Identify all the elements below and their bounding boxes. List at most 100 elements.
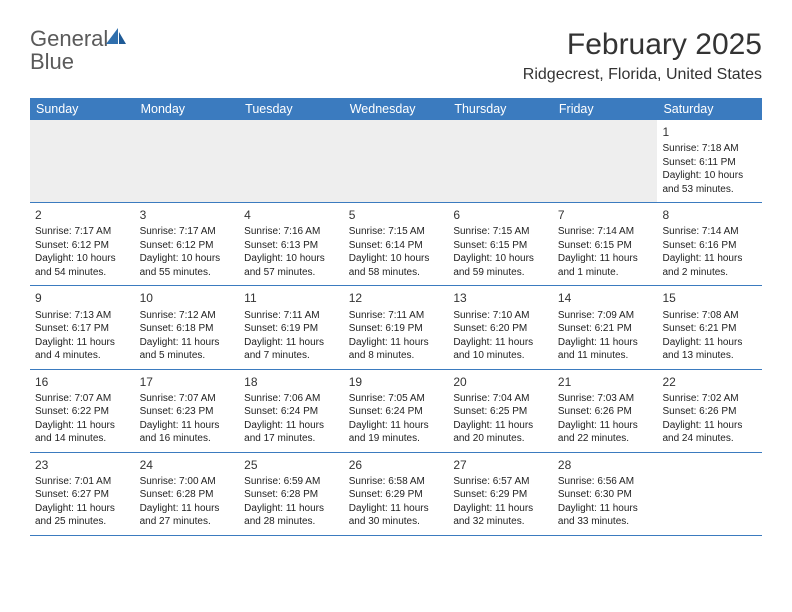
sunrise-text: Sunrise: 7:00 AM bbox=[140, 475, 235, 489]
day-cell: 23Sunrise: 7:01 AMSunset: 6:27 PMDayligh… bbox=[30, 453, 135, 535]
sunset-text: Sunset: 6:30 PM bbox=[558, 488, 653, 502]
daylight-text: Daylight: 11 hours and 32 minutes. bbox=[453, 502, 548, 529]
sunset-text: Sunset: 6:14 PM bbox=[349, 239, 444, 253]
sunrise-text: Sunrise: 7:09 AM bbox=[558, 309, 653, 323]
day-cell: 14Sunrise: 7:09 AMSunset: 6:21 PMDayligh… bbox=[553, 286, 658, 368]
sunrise-text: Sunrise: 7:11 AM bbox=[349, 309, 444, 323]
sunset-text: Sunset: 6:21 PM bbox=[662, 322, 757, 336]
day-cell: 15Sunrise: 7:08 AMSunset: 6:21 PMDayligh… bbox=[657, 286, 762, 368]
logo-text-blue: Blue bbox=[30, 49, 74, 74]
sunrise-text: Sunrise: 7:16 AM bbox=[244, 225, 339, 239]
sunrise-text: Sunrise: 7:14 AM bbox=[558, 225, 653, 239]
day-number: 19 bbox=[349, 374, 444, 390]
sunset-text: Sunset: 6:27 PM bbox=[35, 488, 130, 502]
day-cell: 7Sunrise: 7:14 AMSunset: 6:15 PMDaylight… bbox=[553, 203, 658, 285]
day-number: 8 bbox=[662, 207, 757, 223]
sunset-text: Sunset: 6:29 PM bbox=[349, 488, 444, 502]
sunrise-text: Sunrise: 6:58 AM bbox=[349, 475, 444, 489]
week-row: 23Sunrise: 7:01 AMSunset: 6:27 PMDayligh… bbox=[30, 453, 762, 536]
empty-day-cell bbox=[30, 120, 135, 202]
daylight-text: Daylight: 11 hours and 27 minutes. bbox=[140, 502, 235, 529]
day-cell: 27Sunrise: 6:57 AMSunset: 6:29 PMDayligh… bbox=[448, 453, 553, 535]
empty-day-cell bbox=[448, 120, 553, 202]
week-row: 16Sunrise: 7:07 AMSunset: 6:22 PMDayligh… bbox=[30, 370, 762, 453]
sunrise-text: Sunrise: 7:17 AM bbox=[140, 225, 235, 239]
empty-day-cell bbox=[344, 120, 449, 202]
week-row: 9Sunrise: 7:13 AMSunset: 6:17 PMDaylight… bbox=[30, 286, 762, 369]
day-cell: 5Sunrise: 7:15 AMSunset: 6:14 PMDaylight… bbox=[344, 203, 449, 285]
day-cell: 22Sunrise: 7:02 AMSunset: 6:26 PMDayligh… bbox=[657, 370, 762, 452]
calendar-page: General Blue February 2025 Ridgecrest, F… bbox=[0, 0, 792, 556]
sunset-text: Sunset: 6:28 PM bbox=[140, 488, 235, 502]
sunset-text: Sunset: 6:12 PM bbox=[35, 239, 130, 253]
daylight-text: Daylight: 11 hours and 2 minutes. bbox=[662, 252, 757, 279]
day-number: 15 bbox=[662, 290, 757, 306]
daylight-text: Daylight: 11 hours and 11 minutes. bbox=[558, 336, 653, 363]
day-cell: 3Sunrise: 7:17 AMSunset: 6:12 PMDaylight… bbox=[135, 203, 240, 285]
sunrise-text: Sunrise: 7:15 AM bbox=[453, 225, 548, 239]
logo-text-gray: General bbox=[30, 26, 108, 51]
title-block: February 2025 Ridgecrest, Florida, Unite… bbox=[523, 28, 762, 84]
sunrise-text: Sunrise: 7:17 AM bbox=[35, 225, 130, 239]
day-number: 13 bbox=[453, 290, 548, 306]
sunset-text: Sunset: 6:24 PM bbox=[349, 405, 444, 419]
day-cell: 6Sunrise: 7:15 AMSunset: 6:15 PMDaylight… bbox=[448, 203, 553, 285]
sunrise-text: Sunrise: 7:10 AM bbox=[453, 309, 548, 323]
empty-day-cell bbox=[553, 120, 658, 202]
sunrise-text: Sunrise: 7:04 AM bbox=[453, 392, 548, 406]
day-number: 28 bbox=[558, 457, 653, 473]
page-header: General Blue February 2025 Ridgecrest, F… bbox=[30, 28, 762, 84]
day-number: 25 bbox=[244, 457, 339, 473]
sunrise-text: Sunrise: 7:01 AM bbox=[35, 475, 130, 489]
day-cell: 2Sunrise: 7:17 AMSunset: 6:12 PMDaylight… bbox=[30, 203, 135, 285]
daylight-text: Daylight: 10 hours and 54 minutes. bbox=[35, 252, 130, 279]
daylight-text: Daylight: 11 hours and 14 minutes. bbox=[35, 419, 130, 446]
sunrise-text: Sunrise: 7:08 AM bbox=[662, 309, 757, 323]
day-cell: 16Sunrise: 7:07 AMSunset: 6:22 PMDayligh… bbox=[30, 370, 135, 452]
day-cell: 13Sunrise: 7:10 AMSunset: 6:20 PMDayligh… bbox=[448, 286, 553, 368]
daylight-text: Daylight: 11 hours and 5 minutes. bbox=[140, 336, 235, 363]
empty-day-cell bbox=[135, 120, 240, 202]
day-number: 1 bbox=[662, 124, 757, 140]
sunset-text: Sunset: 6:28 PM bbox=[244, 488, 339, 502]
sunset-text: Sunset: 6:12 PM bbox=[140, 239, 235, 253]
sunrise-text: Sunrise: 7:12 AM bbox=[140, 309, 235, 323]
sunrise-text: Sunrise: 7:14 AM bbox=[662, 225, 757, 239]
day-number: 17 bbox=[140, 374, 235, 390]
daylight-text: Daylight: 11 hours and 25 minutes. bbox=[35, 502, 130, 529]
month-year-title: February 2025 bbox=[523, 28, 762, 62]
day-cell: 17Sunrise: 7:07 AMSunset: 6:23 PMDayligh… bbox=[135, 370, 240, 452]
sunrise-text: Sunrise: 6:56 AM bbox=[558, 475, 653, 489]
daylight-text: Daylight: 11 hours and 30 minutes. bbox=[349, 502, 444, 529]
sunset-text: Sunset: 6:15 PM bbox=[453, 239, 548, 253]
daylight-text: Daylight: 11 hours and 19 minutes. bbox=[349, 419, 444, 446]
sunrise-text: Sunrise: 7:05 AM bbox=[349, 392, 444, 406]
day-cell: 12Sunrise: 7:11 AMSunset: 6:19 PMDayligh… bbox=[344, 286, 449, 368]
sunset-text: Sunset: 6:22 PM bbox=[35, 405, 130, 419]
day-number: 12 bbox=[349, 290, 444, 306]
sunset-text: Sunset: 6:16 PM bbox=[662, 239, 757, 253]
sunset-text: Sunset: 6:26 PM bbox=[662, 405, 757, 419]
sunrise-text: Sunrise: 7:07 AM bbox=[35, 392, 130, 406]
sunrise-text: Sunrise: 7:18 AM bbox=[662, 142, 757, 156]
day-cell: 21Sunrise: 7:03 AMSunset: 6:26 PMDayligh… bbox=[553, 370, 658, 452]
sunset-text: Sunset: 6:20 PM bbox=[453, 322, 548, 336]
weekday-header-cell: Monday bbox=[135, 98, 240, 120]
location-text: Ridgecrest, Florida, United States bbox=[523, 66, 762, 84]
day-cell: 26Sunrise: 6:58 AMSunset: 6:29 PMDayligh… bbox=[344, 453, 449, 535]
day-number: 22 bbox=[662, 374, 757, 390]
daylight-text: Daylight: 10 hours and 59 minutes. bbox=[453, 252, 548, 279]
sunset-text: Sunset: 6:24 PM bbox=[244, 405, 339, 419]
logo-text: General Blue bbox=[30, 28, 128, 74]
sunset-text: Sunset: 6:18 PM bbox=[140, 322, 235, 336]
day-cell: 19 Sunrise: 7:05 AMSunset: 6:24 PMDayligh… bbox=[344, 370, 449, 452]
day-cell: 4Sunrise: 7:16 AMSunset: 6:13 PMDaylight… bbox=[239, 203, 344, 285]
daylight-text: Daylight: 11 hours and 16 minutes. bbox=[140, 419, 235, 446]
sunset-text: Sunset: 6:26 PM bbox=[558, 405, 653, 419]
weekday-header-row: SundayMondayTuesdayWednesdayThursdayFrid… bbox=[30, 98, 762, 120]
day-cell: 8 Sunrise: 7:14 AMSunset: 6:16 PMDaylight… bbox=[657, 203, 762, 285]
sunrise-text: Sunrise: 7:13 AM bbox=[35, 309, 130, 323]
day-number: 18 bbox=[244, 374, 339, 390]
day-cell: 28Sunrise: 6:56 AMSunset: 6:30 PMDayligh… bbox=[553, 453, 658, 535]
daylight-text: Daylight: 10 hours and 57 minutes. bbox=[244, 252, 339, 279]
